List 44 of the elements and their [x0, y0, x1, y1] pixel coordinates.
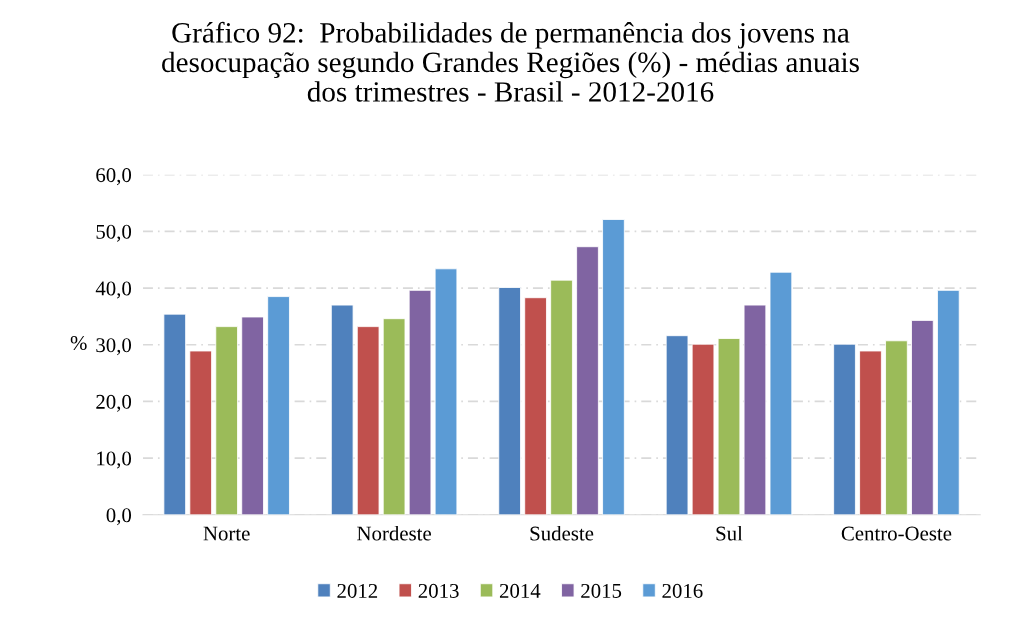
- bar: [743, 304, 767, 515]
- bar: [241, 316, 264, 515]
- chart-title: Gráfico 92: Probabilidades de permanência dos jovens na desocupação segundo Grandes Regiões (%) - médias anuais dos trimestres - Brasil - 2012-2016: [162, 21, 859, 102]
- bar: [498, 287, 521, 515]
- legend-label: 2015: [581, 583, 622, 598]
- x-tick-label: Norte: [203, 526, 250, 541]
- bar: [215, 326, 238, 515]
- x-tick-label: Nordeste: [357, 525, 431, 541]
- bar: [665, 335, 689, 515]
- legend-label: 2012: [337, 583, 378, 598]
- legend-label: 2013: [418, 583, 459, 598]
- x-tick-label: Sul: [716, 525, 743, 541]
- bar: [267, 296, 290, 515]
- bar: [356, 326, 380, 515]
- bar: [434, 268, 458, 515]
- x-tick-label: Centro-Oeste: [841, 526, 952, 541]
- bar: [602, 219, 625, 515]
- x-tick-label: Sudeste: [530, 525, 594, 541]
- y-tick-label: 0,0: [106, 508, 132, 526]
- legend-label: 2016: [662, 583, 703, 598]
- bar: [937, 289, 960, 515]
- bar: [911, 319, 934, 515]
- bar: [163, 313, 187, 515]
- y-tick-label: 60,0: [96, 168, 132, 186]
- legend-label: 2014: [499, 583, 541, 598]
- y-tick-label: 20,0: [96, 394, 132, 412]
- bar: [550, 279, 573, 515]
- bar: [691, 343, 715, 515]
- bar: [859, 350, 882, 515]
- bar: [408, 289, 432, 515]
- bar: [717, 338, 741, 515]
- bar: [769, 271, 793, 515]
- y-tick-label: 50,0: [96, 224, 132, 242]
- bar: [524, 297, 547, 515]
- bar: [833, 343, 856, 515]
- bar: [382, 318, 406, 515]
- y-tick-label: 10,0: [97, 451, 132, 469]
- bar: [330, 304, 354, 515]
- bar: [576, 246, 599, 515]
- y-tick-label: 40,0: [95, 281, 132, 299]
- bar: [189, 350, 213, 515]
- y-tick-label: 30,0: [96, 338, 132, 356]
- bar: [885, 340, 908, 515]
- y-axis-title: %: [70, 335, 87, 351]
